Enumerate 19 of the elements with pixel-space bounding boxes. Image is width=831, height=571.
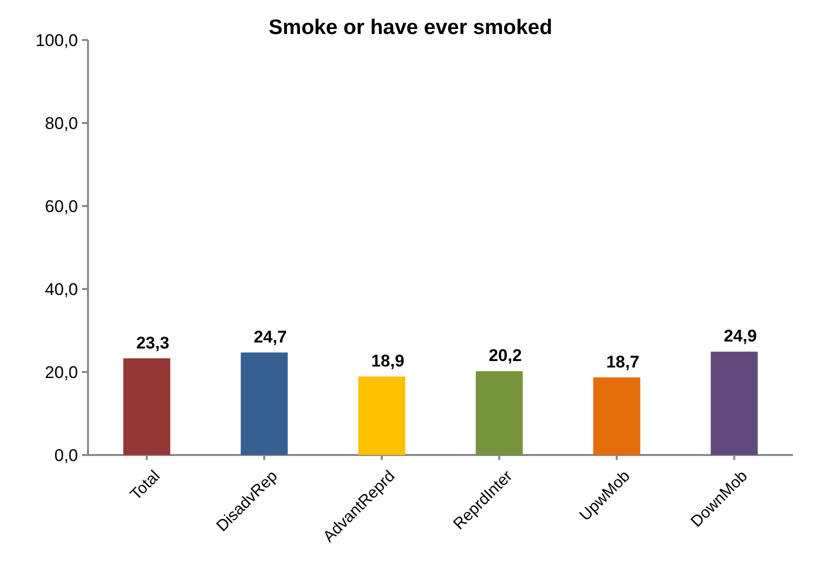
y-tick-label: 0,0 xyxy=(54,446,78,465)
bar xyxy=(710,352,758,455)
data-label: 24,7 xyxy=(254,327,287,346)
y-tick-label: 20,0 xyxy=(44,362,78,382)
bar xyxy=(593,377,640,455)
data-label: 18,7 xyxy=(606,352,640,372)
data-label: 23,3 xyxy=(136,333,170,352)
chart-title: Smoke or have ever smoked xyxy=(268,16,552,39)
data-label: 18,9 xyxy=(371,352,404,371)
bar xyxy=(123,358,170,455)
y-tick-label: 40,0 xyxy=(44,280,78,299)
data-label: 24,9 xyxy=(724,326,757,346)
y-tick-label: 100,0 xyxy=(35,30,78,50)
bar xyxy=(240,352,288,455)
y-tick-label: 60,0 xyxy=(44,196,78,216)
bar xyxy=(358,376,406,455)
data-label: 20,2 xyxy=(488,346,522,366)
y-tick-label: 80,0 xyxy=(44,114,78,133)
bar xyxy=(476,371,523,455)
